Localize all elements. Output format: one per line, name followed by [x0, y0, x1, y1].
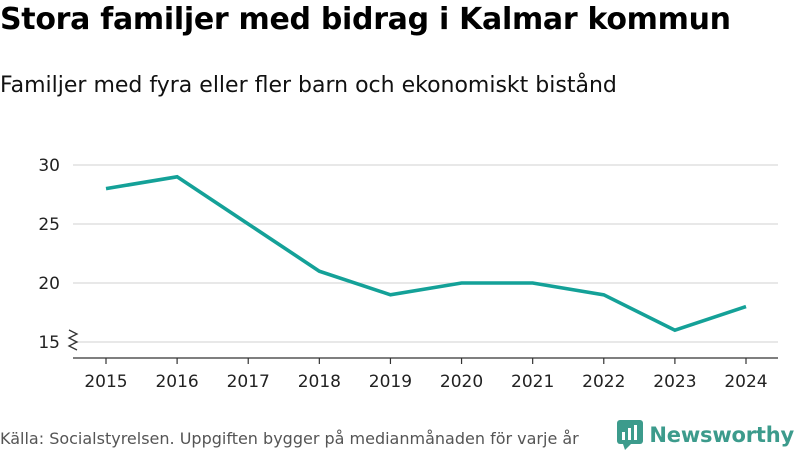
x-tick-label: 2024	[724, 372, 767, 392]
x-tick-label: 2021	[511, 372, 554, 392]
y-tick-label: 25	[38, 215, 60, 235]
brand-name: Newsworthy	[649, 423, 794, 447]
data-point	[602, 293, 606, 297]
y-tick-label: 15	[38, 333, 60, 353]
newsworthy-logo-icon	[617, 420, 644, 450]
data-point	[531, 281, 535, 285]
x-tick-label: 2015	[84, 372, 127, 392]
data-point	[104, 187, 108, 191]
data-point	[246, 222, 250, 226]
data-point	[317, 269, 321, 273]
x-tick-label: 2017	[227, 372, 270, 392]
y-tick-label: 30	[38, 156, 60, 176]
y-tick-label: 20	[38, 274, 60, 294]
x-tick-label: 2023	[653, 372, 696, 392]
brand: Newsworthy	[617, 420, 794, 450]
x-tick-label: 2022	[582, 372, 625, 392]
data-point	[388, 293, 392, 297]
x-tick-label: 2018	[298, 372, 341, 392]
series-line	[105, 174, 747, 333]
source-note: Källa: Socialstyrelsen. Uppgiften bygger…	[0, 429, 579, 448]
x-tick-label: 2020	[440, 372, 483, 392]
axis-break-icon	[67, 329, 79, 351]
data-point	[673, 328, 677, 332]
chart-subtitle: Familjer med fyra eller fler barn och ek…	[0, 73, 617, 98]
chart-title: Stora familjer med bidrag i Kalmar kommu…	[0, 2, 731, 37]
x-tick-label: 2016	[155, 372, 198, 392]
data-point	[175, 175, 179, 179]
data-point	[460, 281, 464, 285]
data-point	[744, 305, 748, 309]
x-tick-label: 2019	[369, 372, 412, 392]
